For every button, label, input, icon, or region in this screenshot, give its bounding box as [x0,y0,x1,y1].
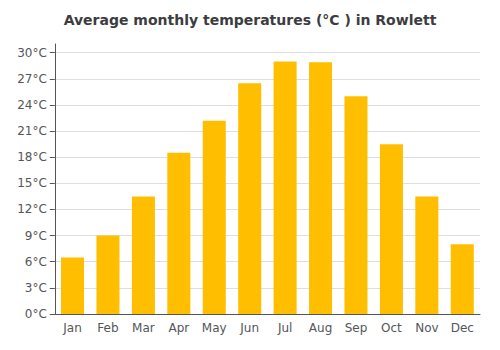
svg-text:15°C: 15°C [17,176,47,190]
svg-text:24°C: 24°C [17,98,47,112]
svg-text:6°C: 6°C [25,255,47,269]
svg-text:18°C: 18°C [17,150,47,164]
svg-text:27°C: 27°C [17,72,47,86]
svg-text:21°C: 21°C [17,124,47,138]
svg-text:12°C: 12°C [17,202,47,216]
svg-text:Nov: Nov [415,321,438,335]
svg-text:Apr: Apr [168,321,189,335]
svg-text:Jan: Jan [62,321,82,335]
svg-text:9°C: 9°C [25,229,47,243]
svg-text:3°C: 3°C [25,281,47,295]
svg-text:Average monthly temperatures (: Average monthly temperatures (°C ) in Ro… [64,12,437,28]
svg-text:Oct: Oct [381,321,402,335]
svg-text:Feb: Feb [97,321,118,335]
svg-text:30°C: 30°C [17,46,47,60]
svg-text:Mar: Mar [132,321,155,335]
svg-text:0°C: 0°C [25,307,47,321]
svg-text:May: May [202,321,227,335]
svg-text:Sep: Sep [345,321,368,335]
svg-text:Jul: Jul [277,321,292,335]
svg-text:Jun: Jun [239,321,259,335]
svg-text:Aug: Aug [309,321,332,335]
svg-text:Dec: Dec [451,321,474,335]
